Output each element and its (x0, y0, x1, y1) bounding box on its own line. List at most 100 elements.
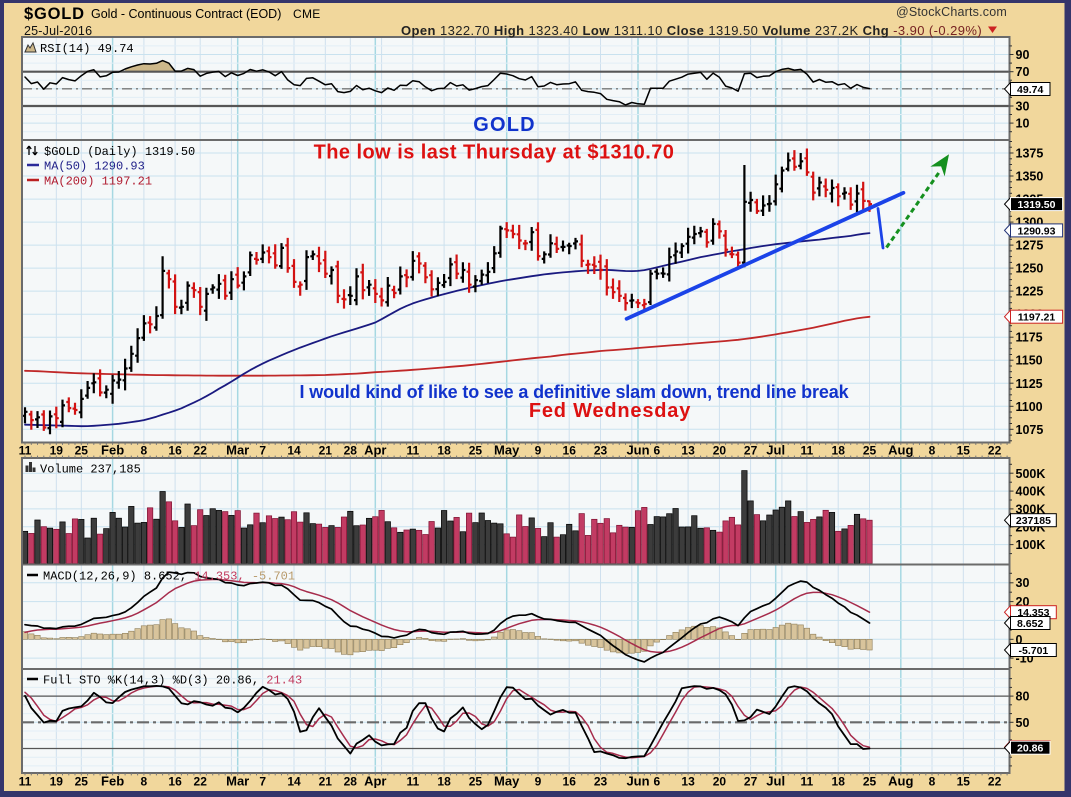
svg-text:20: 20 (713, 775, 727, 789)
svg-text:Feb: Feb (101, 443, 124, 458)
svg-text:18: 18 (437, 775, 451, 789)
svg-text:16: 16 (563, 775, 577, 789)
svg-text:11: 11 (19, 775, 32, 789)
svg-text:22: 22 (194, 775, 208, 789)
svg-text:8.652: 8.652 (1017, 618, 1043, 630)
svg-text:11: 11 (406, 775, 419, 789)
svg-text:13: 13 (681, 444, 695, 458)
svg-text:Jul: Jul (766, 774, 785, 789)
svg-text:Jul: Jul (766, 443, 785, 458)
svg-text:16: 16 (168, 444, 182, 458)
svg-text:Apr: Apr (364, 774, 386, 789)
svg-text:11: 11 (801, 775, 814, 789)
svg-text:1290.93: 1290.93 (1018, 225, 1056, 237)
svg-text:1125: 1125 (1016, 377, 1043, 391)
svg-text:237185: 237185 (1016, 515, 1051, 527)
svg-text:Apr: Apr (364, 443, 386, 458)
svg-text:0: 0 (1016, 633, 1023, 647)
svg-text:6: 6 (653, 444, 660, 458)
svg-text:1319.50: 1319.50 (1018, 199, 1056, 211)
svg-text:19: 19 (50, 775, 64, 789)
svg-text:14: 14 (287, 444, 301, 458)
svg-text:18: 18 (437, 444, 451, 458)
svg-text:22: 22 (988, 444, 1002, 458)
svg-text:1175: 1175 (1016, 331, 1043, 345)
svg-text:1075: 1075 (1016, 423, 1044, 437)
svg-text:80: 80 (1016, 690, 1030, 704)
svg-text:Volume 237,185: Volume 237,185 (40, 463, 141, 477)
svg-text:Mar: Mar (226, 443, 249, 458)
svg-text:1275: 1275 (1016, 239, 1044, 253)
svg-text:6: 6 (653, 775, 660, 789)
svg-text:Mar: Mar (226, 774, 249, 789)
svg-text:1100: 1100 (1016, 400, 1043, 414)
svg-text:70: 70 (1016, 65, 1030, 79)
svg-text:25-Jul-2016: 25-Jul-2016 (24, 24, 92, 38)
svg-text:13: 13 (681, 775, 695, 789)
svg-text:16: 16 (563, 444, 577, 458)
svg-text:GOLD: GOLD (473, 114, 536, 136)
svg-text:MA(200) 1197.21: MA(200) 1197.21 (44, 175, 152, 189)
svg-text:1250: 1250 (1016, 262, 1044, 276)
svg-text:-5.701: -5.701 (1019, 645, 1049, 657)
svg-text:Full STO %K(14,3) %D(3) 20.86,: Full STO %K(14,3) %D(3) 20.86, 21.43 (43, 674, 302, 688)
svg-text:1375: 1375 (1016, 147, 1044, 161)
svg-text:8: 8 (141, 775, 148, 789)
svg-text:@StockCharts.com: @StockCharts.com (896, 5, 1007, 19)
svg-text:18: 18 (832, 775, 846, 789)
svg-text:9: 9 (535, 444, 542, 458)
svg-text:Fed Wednesday: Fed Wednesday (529, 400, 691, 422)
svg-text:7: 7 (259, 775, 266, 789)
svg-text:11: 11 (801, 444, 814, 458)
svg-text:7: 7 (259, 444, 266, 458)
svg-text:MA(50) 1290.93: MA(50) 1290.93 (44, 160, 145, 174)
svg-text:25: 25 (469, 775, 483, 789)
svg-text:16: 16 (168, 775, 182, 789)
svg-text:1225: 1225 (1016, 285, 1044, 299)
svg-text:18: 18 (832, 444, 846, 458)
svg-text:Jun: Jun (626, 774, 649, 789)
svg-text:100K: 100K (1016, 538, 1046, 552)
svg-text:19: 19 (50, 444, 64, 458)
svg-text:27: 27 (744, 444, 758, 458)
svg-text:1350: 1350 (1016, 170, 1044, 184)
svg-text:CME: CME (293, 7, 321, 21)
svg-text:8: 8 (141, 444, 148, 458)
svg-text:8: 8 (929, 775, 936, 789)
svg-text:50: 50 (1016, 716, 1030, 730)
svg-text:Feb: Feb (101, 774, 124, 789)
svg-text:90: 90 (1016, 48, 1030, 62)
svg-text:400K: 400K (1016, 485, 1046, 499)
svg-text:14: 14 (287, 775, 301, 789)
svg-text:11: 11 (19, 444, 32, 458)
svg-text:30: 30 (1016, 100, 1030, 114)
svg-text:$GOLD (Daily) 1319.50: $GOLD (Daily) 1319.50 (44, 145, 195, 159)
svg-text:Aug: Aug (888, 443, 913, 458)
svg-text:21: 21 (319, 444, 333, 458)
svg-text:49.74: 49.74 (1017, 84, 1043, 96)
svg-text:May: May (494, 443, 520, 458)
svg-text:300K: 300K (1016, 503, 1046, 517)
svg-text:25: 25 (863, 775, 877, 789)
svg-text:25: 25 (75, 775, 89, 789)
svg-text:The low is last Thursday at $1: The low is last Thursday at $1310.70 (314, 142, 675, 164)
svg-text:9: 9 (535, 775, 542, 789)
svg-text:25: 25 (863, 444, 877, 458)
svg-text:25: 25 (75, 444, 89, 458)
svg-text:Open 1322.70 High 1323.40 Low: Open 1322.70 High 1323.40 Low 1311.10 Cl… (401, 23, 982, 38)
svg-text:23: 23 (594, 775, 608, 789)
svg-text:27: 27 (744, 775, 758, 789)
svg-text:1150: 1150 (1016, 354, 1043, 368)
svg-text:30: 30 (1016, 576, 1030, 590)
svg-text:MACD(12,26,9) 8.652, 14.353, -: MACD(12,26,9) 8.652, 14.353, -5.701 (43, 570, 295, 584)
svg-text:Jun: Jun (626, 443, 649, 458)
svg-text:28: 28 (344, 444, 358, 458)
svg-text:22: 22 (988, 775, 1002, 789)
svg-text:May: May (494, 774, 520, 789)
svg-text:23: 23 (594, 444, 608, 458)
svg-text:RSI(14) 49.74: RSI(14) 49.74 (40, 42, 134, 56)
svg-text:20.86: 20.86 (1017, 743, 1043, 755)
svg-text:1197.21: 1197.21 (1018, 312, 1056, 324)
svg-text:10: 10 (1016, 117, 1030, 131)
svg-text:15: 15 (957, 775, 971, 789)
